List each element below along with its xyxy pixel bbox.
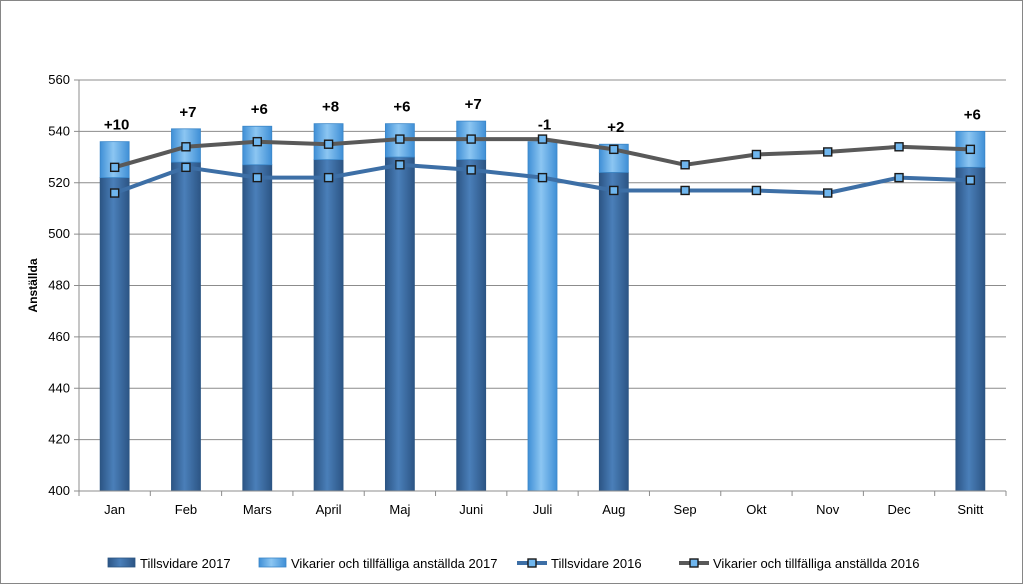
x-tick-label: Mars [243, 502, 272, 517]
x-tick-label: Aug [602, 502, 625, 517]
bar-layer [99, 120, 986, 492]
legend-label: Tillsvidare 2016 [551, 556, 642, 571]
bar-tillsvidare-2017 [456, 159, 487, 492]
tillsvidare-2016-marker [109, 188, 120, 198]
x-tick-label: Nov [816, 502, 840, 517]
vikarier-2016-marker [609, 144, 619, 155]
tillsvidare-2016-marker [323, 172, 334, 183]
x-tick-label: Okt [746, 502, 767, 517]
vikarier-2016-marker [965, 144, 976, 155]
x-tick-label: Maj [389, 502, 410, 517]
bar-tillsvidare-2017 [313, 159, 344, 492]
legend-label: Vikarier och tillfälliga anställda 2017 [291, 556, 497, 571]
bar-tillsvidare-2017 [242, 164, 273, 492]
y-tick-label: 520 [48, 175, 70, 190]
tillsvidare-2016-marker [395, 160, 405, 170]
bar-vikarier-2017 [527, 141, 558, 492]
vikarier-2016-marker [395, 134, 405, 144]
x-tick-label: Snitt [957, 502, 983, 517]
data-label: +6 [393, 99, 410, 116]
axis-layer: 400 420 440 460 480 500 520 540 560 Anställda Jan F… [26, 72, 1007, 517]
legend-swatch-marker [689, 558, 699, 568]
bar-tillsvidare-2017 [384, 156, 415, 492]
data-label: +6 [251, 101, 268, 118]
y-tick-label: 540 [48, 123, 70, 138]
tillsvidare-2016-marker [252, 172, 262, 183]
y-axis-title: Anställda [26, 258, 40, 312]
legend: Tillsvidare 2017 Vikarier och tillfälliga… [107, 556, 919, 571]
vikarier-2016-marker [680, 160, 690, 170]
x-tick-label: Sep [674, 502, 697, 517]
tillsvidare-2016-marker [823, 188, 833, 198]
y-tick-label: 400 [48, 483, 70, 498]
legend-swatch-marker [527, 558, 537, 568]
vikarier-2016-marker [751, 149, 762, 160]
label-layer: +10 +7 +6 +8 +6 +7 -1 +2 +6 [104, 96, 981, 136]
vikarier-2016-marker [181, 142, 191, 152]
vikarier-2016-marker [823, 147, 833, 157]
data-label: -1 [538, 117, 551, 134]
line-layer [109, 134, 976, 198]
data-label: +2 [607, 119, 624, 136]
vikarier-2016-marker [109, 162, 120, 173]
data-label: +6 [964, 106, 981, 123]
tillsvidare-2016-marker [894, 172, 904, 183]
bar-tillsvidare-2017 [171, 161, 201, 492]
legend-label: Tillsvidare 2017 [140, 556, 231, 571]
vikarier-2016-marker [466, 134, 476, 144]
tillsvidare-2016-marker [751, 185, 762, 196]
x-tick-label: April [316, 502, 342, 517]
vikarier-2016-marker [894, 142, 904, 152]
tillsvidare-2016-marker [609, 185, 619, 196]
x-tick-label: Feb [175, 502, 197, 517]
x-tick-label: Dec [887, 502, 911, 517]
y-tick-label: 440 [48, 380, 70, 395]
tillsvidare-2016-marker [466, 165, 476, 175]
data-label: +7 [465, 96, 482, 113]
legend-swatch-bar [107, 557, 136, 568]
tillsvidare-2016-marker [965, 175, 976, 185]
x-tick-label: Juni [459, 502, 483, 517]
y-tick-label: 500 [48, 226, 70, 241]
bar-tillsvidare-2017 [99, 177, 130, 492]
legend-label: Vikarier och tillfälliga anställda 2016 [713, 556, 919, 571]
data-label: +7 [179, 104, 196, 121]
data-label: +10 [104, 117, 129, 134]
vikarier-2016-marker [323, 139, 334, 149]
x-tick-label: Jan [104, 502, 125, 517]
tillsvidare-2016-marker [537, 172, 548, 183]
x-tick-label: Juli [533, 502, 553, 517]
bar-vikarier-2017 [99, 141, 130, 179]
bar-tillsvidare-2017 [598, 172, 629, 492]
y-tick-label: 460 [48, 329, 70, 344]
tillsvidare-2016-marker [680, 185, 690, 196]
legend-swatch-bar [258, 557, 287, 568]
bar-tillsvidare-2017 [955, 166, 986, 492]
tillsvidare-2016-marker [181, 162, 191, 173]
y-tick-label: 560 [48, 72, 70, 87]
vikarier-2016-marker [252, 136, 262, 147]
y-tick-label: 480 [48, 278, 70, 293]
y-tick-label: 420 [48, 432, 70, 447]
data-label: +8 [322, 99, 339, 116]
vikarier-2016-marker [537, 134, 548, 144]
